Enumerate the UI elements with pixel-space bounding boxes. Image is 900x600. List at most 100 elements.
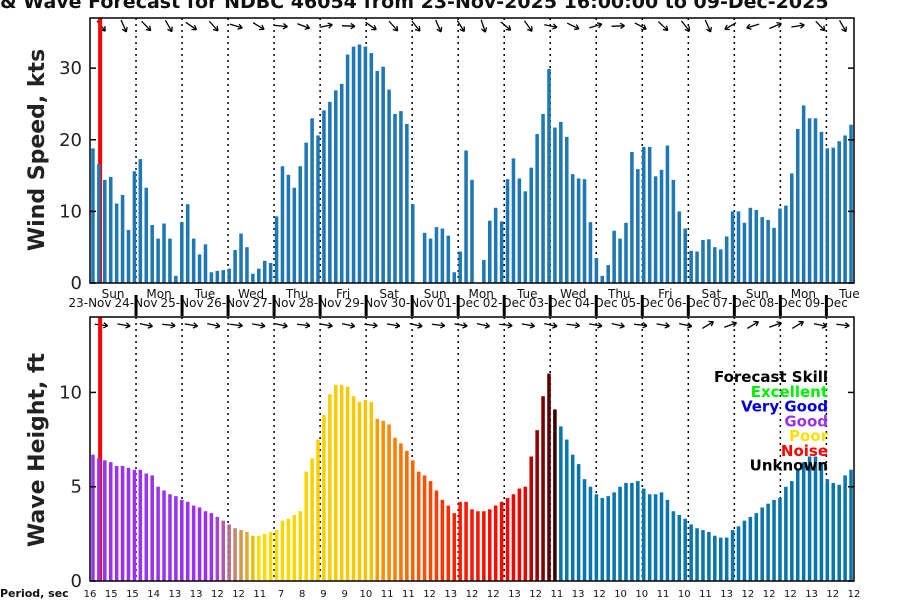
- wind-speed-bar: [434, 227, 439, 283]
- wind-speed-bar: [482, 260, 486, 283]
- day-name-label: Tue: [194, 287, 216, 301]
- wave-height-bar: [707, 531, 711, 581]
- direction-arrow: [120, 19, 127, 33]
- wave-height-bar: [547, 373, 551, 581]
- direction-arrowhead: [821, 322, 828, 329]
- wind-speed-bar: [227, 268, 231, 283]
- wave-height-bar: [641, 488, 646, 581]
- direction-arrow: [813, 322, 827, 328]
- period-value: 12: [593, 589, 606, 600]
- wind-speed-bar: [357, 44, 362, 283]
- wave-height-bar: [428, 481, 433, 581]
- y-tick-label: 0: [71, 571, 82, 592]
- direction-arrow: [365, 21, 377, 31]
- wind-speed-bar: [766, 219, 770, 283]
- direction-arrow: [341, 322, 355, 328]
- wave-height-bar: [843, 475, 847, 581]
- wind-speed-bar: [138, 159, 143, 283]
- wave-height-bar: [464, 501, 468, 581]
- wind-speed-bar: [689, 250, 693, 283]
- wind-speed-bar: [381, 66, 385, 283]
- direction-arrowhead: [724, 24, 730, 31]
- period-value: 12: [826, 589, 839, 600]
- day-separator: [456, 295, 460, 316]
- wave-height-bar: [760, 507, 764, 581]
- day-separator: [364, 295, 368, 316]
- direction-arrowhead: [841, 26, 847, 33]
- wind-speed-bar: [245, 247, 249, 283]
- wave-height-bar: [168, 494, 172, 581]
- wind-speed-bar: [103, 179, 107, 283]
- wind-speed-bar: [197, 254, 202, 283]
- wind-speed-bar: [849, 124, 853, 283]
- period-value: 16: [84, 589, 97, 600]
- wave-height-bar: [174, 496, 178, 581]
- period-value: 11: [402, 589, 415, 600]
- direction-arrowhead: [597, 322, 603, 329]
- direction-arrowhead: [192, 322, 198, 329]
- wind-speed-bar: [334, 90, 338, 283]
- wind-speed-bar: [345, 54, 350, 283]
- period-value: 9: [320, 589, 326, 600]
- wind-speed-bar: [564, 136, 569, 283]
- wind-speed-bar: [191, 238, 196, 283]
- wave-height-bar: [582, 479, 587, 581]
- wind-speed-bar: [239, 233, 243, 283]
- direction-arrow: [480, 19, 486, 33]
- day-separator: [548, 295, 552, 316]
- wave-height-bar: [487, 509, 492, 581]
- wind-speed-bar: [298, 166, 303, 283]
- wind-speed-bar: [328, 101, 332, 283]
- period-value: 13: [720, 589, 733, 600]
- wind-speed-bar: [778, 208, 782, 283]
- wave-height-bar: [736, 526, 741, 581]
- period-row: Period, sec 16 15 15 14 13 13 12 12 11 7 8 9 9 10 11 11…: [0, 587, 860, 600]
- period-value: 10: [360, 589, 373, 600]
- wave-height-bar: [742, 520, 747, 581]
- wave-height-bar: [452, 513, 457, 581]
- day-name-label: Thu: [607, 287, 631, 301]
- direction-arrowhead: [505, 25, 512, 31]
- direction-arrowhead: [125, 322, 131, 329]
- wave-height-bar: [185, 501, 190, 581]
- wave-height-bar: [399, 443, 403, 581]
- wind-speed-bar: [819, 131, 824, 283]
- wind-speed-bar: [831, 147, 836, 283]
- period-value: 11: [699, 589, 712, 600]
- wind-speed-bar: [677, 211, 682, 283]
- period-value: 7: [278, 589, 284, 600]
- direction-arrowhead: [844, 322, 850, 329]
- direction-arrow: [746, 23, 760, 29]
- wind-speed-bar: [641, 146, 646, 283]
- period-value: 8: [299, 589, 305, 600]
- wind-speed-bar: [233, 250, 237, 283]
- legend-item: Unknown: [750, 457, 828, 475]
- wind-speed-bar: [97, 164, 101, 283]
- wave-height-bar: [778, 498, 782, 581]
- day-separator: [824, 295, 828, 316]
- direction-arrow: [274, 322, 288, 328]
- y-tick-label: 10: [59, 382, 82, 403]
- direction-arrowhead: [574, 322, 580, 329]
- direction-arrow: [435, 19, 442, 33]
- wind-speed-bars: [91, 44, 853, 284]
- direction-arrowhead: [121, 26, 128, 33]
- direction-arrowhead: [215, 322, 221, 329]
- wind-speed-bar: [713, 247, 717, 283]
- wind-speed-bar: [399, 111, 403, 283]
- wind-speed-panel: 0 10 20 30 Wind Speed, kts: [25, 17, 855, 294]
- wave-height-bar: [801, 462, 806, 581]
- wave-height-bar: [197, 507, 202, 581]
- direction-arrowhead: [436, 26, 443, 33]
- direction-arrow: [836, 323, 850, 327]
- wind-speed-bar: [257, 268, 261, 283]
- wind-speed-bar: [185, 204, 190, 283]
- direction-arrow: [523, 20, 533, 32]
- direction-arrowhead: [304, 23, 311, 30]
- wind-speed-bar: [180, 222, 184, 283]
- direction-arrow: [499, 323, 513, 327]
- wind-speed-bar: [144, 187, 149, 283]
- wind-speed-bar: [600, 275, 605, 283]
- wave-height-bar: [416, 471, 421, 581]
- direction-arrow: [611, 25, 625, 27]
